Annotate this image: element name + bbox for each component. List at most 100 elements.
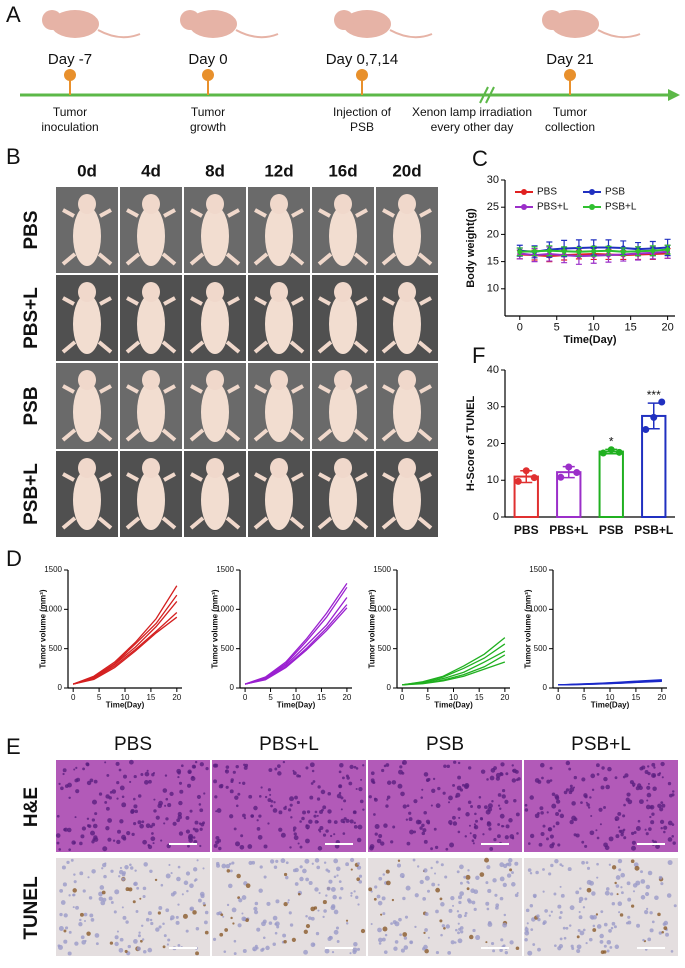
cell: [195, 951, 199, 956]
cell: [62, 768, 67, 773]
cell: [497, 823, 501, 826]
cell: [581, 840, 585, 844]
series-line: [244, 607, 348, 685]
cell: [649, 815, 652, 819]
x-tick-label: 15: [631, 693, 640, 702]
cell: [378, 942, 382, 945]
cell: [202, 902, 206, 905]
cell: [466, 880, 469, 884]
cell: [155, 815, 160, 820]
cell: [233, 827, 237, 831]
mouse-legs: [381, 472, 433, 530]
cell: [74, 941, 79, 946]
cell: [170, 915, 175, 920]
cell: [356, 837, 362, 843]
cell: [459, 881, 463, 885]
cell: [579, 887, 582, 890]
cell: [177, 775, 180, 779]
cell: [406, 841, 411, 846]
cell: [110, 901, 114, 904]
mouse-legs: [125, 472, 177, 530]
cell: [423, 931, 426, 935]
cell: [261, 921, 266, 927]
cell: [100, 900, 106, 906]
cell: [272, 942, 276, 946]
cell: [333, 929, 339, 935]
cell: [119, 866, 123, 870]
cell: [420, 796, 424, 799]
mouse-head: [270, 282, 288, 302]
mouse-body: [73, 206, 101, 266]
cell: [274, 931, 278, 935]
cell: [590, 773, 596, 779]
cell: [165, 873, 171, 879]
mouse-head: [142, 282, 160, 302]
cell: [104, 761, 107, 764]
cell: [435, 860, 439, 864]
cell: [497, 834, 501, 839]
cell: [557, 904, 562, 909]
photo-column-label: 4d: [141, 161, 161, 180]
cell: [491, 800, 494, 803]
event-text: Tumor: [553, 105, 587, 119]
cell: [386, 798, 389, 801]
histology-column-label: PBS+L: [259, 734, 319, 755]
cell: [89, 913, 94, 918]
cell: [497, 804, 501, 807]
cell: [232, 922, 235, 925]
bar: [598, 450, 624, 518]
cell: [229, 789, 234, 794]
x-tick-label: 5: [582, 693, 587, 702]
cell: [660, 801, 664, 805]
cell: [85, 762, 90, 766]
cell: [551, 792, 556, 797]
legend-label: PSB: [605, 187, 625, 198]
cell: [124, 865, 129, 870]
cell: [81, 826, 87, 831]
photo-column-label: 12d: [264, 161, 293, 180]
mouse-body: [393, 382, 421, 442]
point: [635, 248, 641, 254]
cell: [578, 896, 584, 902]
cell: [399, 933, 402, 937]
cell: [357, 903, 360, 906]
y-tick-label: 30: [487, 174, 499, 186]
cell: [353, 821, 356, 825]
cell: [369, 845, 374, 851]
cell: [654, 895, 659, 901]
cell: [189, 883, 194, 889]
cell: [372, 781, 376, 784]
cell: [327, 809, 332, 814]
cell: [380, 913, 383, 916]
cell: [542, 868, 545, 871]
cell: [129, 780, 132, 784]
cell: [79, 918, 82, 922]
cell: [504, 950, 509, 955]
y-tick-label: 0: [230, 683, 235, 692]
cell: [589, 830, 595, 836]
cell: [336, 866, 341, 871]
cell: [345, 862, 350, 867]
cell: [303, 929, 308, 934]
point: [665, 247, 671, 253]
cell: [525, 908, 530, 913]
cell: [645, 892, 650, 897]
cell: [349, 952, 352, 955]
cell: [511, 764, 514, 767]
cell: [508, 818, 513, 823]
cell: [368, 795, 372, 799]
cell: [646, 792, 652, 798]
cell: [475, 935, 481, 941]
cell: [163, 822, 166, 825]
cell: [640, 879, 646, 884]
cell: [398, 769, 403, 775]
cell: [601, 766, 605, 770]
y-tick-label: 0: [58, 683, 63, 692]
cell: [292, 829, 296, 832]
cell: [149, 918, 153, 922]
cell: [319, 826, 324, 831]
cell: [242, 949, 247, 953]
mouse-body: [265, 294, 293, 354]
cell: [455, 928, 458, 932]
cell: [272, 915, 278, 921]
